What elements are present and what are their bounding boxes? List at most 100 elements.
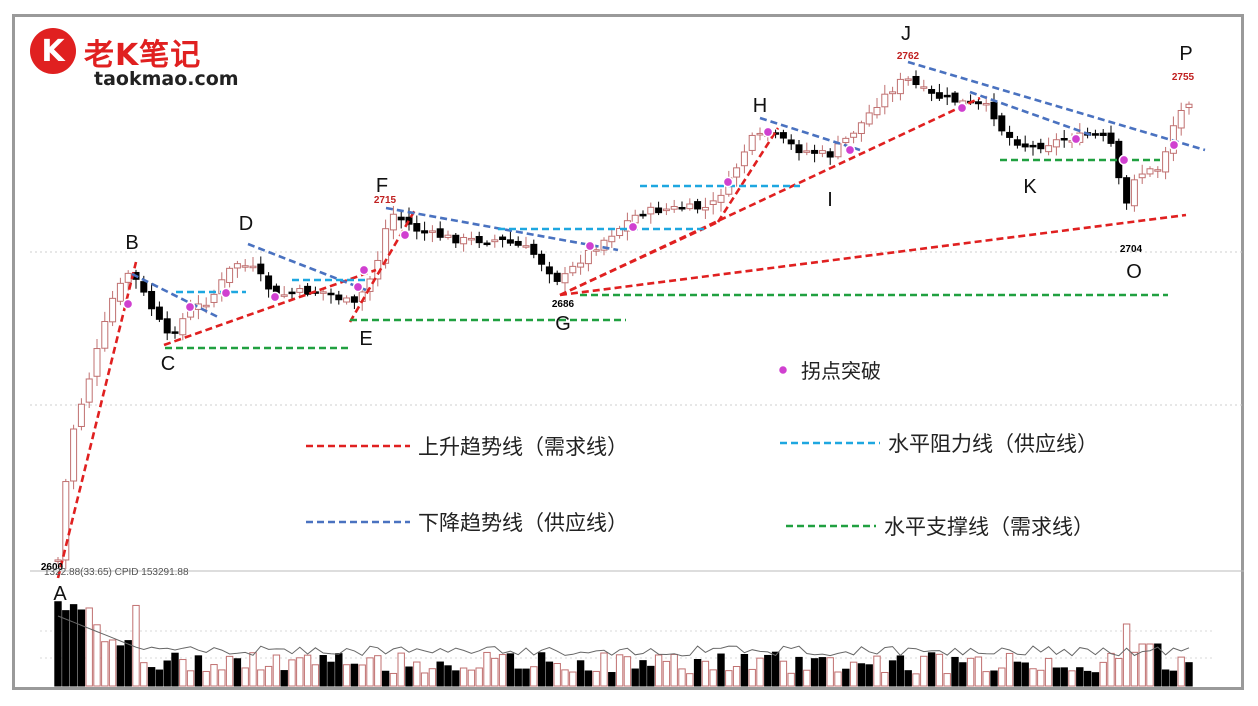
candle (951, 90, 959, 106)
volume-bar (147, 667, 156, 687)
candle (1138, 164, 1146, 184)
volume-bar (1044, 657, 1053, 687)
candle (873, 98, 881, 119)
volume-bar (998, 667, 1006, 687)
point-label-a: A (53, 583, 67, 605)
volume-bar (639, 660, 647, 687)
volume-bar (756, 657, 764, 687)
brand-name: 老K笔记 (84, 38, 202, 73)
candle (1045, 137, 1053, 156)
chart-frame (12, 14, 1244, 690)
volume-bar (194, 655, 203, 687)
candle (928, 85, 936, 102)
candle (179, 313, 187, 341)
volume-bar (670, 653, 678, 687)
point-label-d: D (239, 213, 253, 235)
volume-bar (155, 669, 164, 687)
volume-bar (1185, 662, 1193, 687)
candle (896, 72, 904, 101)
volume-bar (140, 662, 148, 687)
candle (265, 272, 273, 298)
trendline-up (56, 261, 138, 579)
candle (748, 132, 756, 156)
volume-bar (1161, 669, 1170, 687)
volume-bar (764, 654, 772, 687)
volume-bar (1076, 667, 1084, 687)
volume-bar (990, 670, 998, 687)
candle (974, 99, 982, 110)
volume-bar (974, 656, 983, 687)
volume-bar (179, 659, 187, 687)
candle (803, 142, 811, 156)
candle (530, 239, 538, 259)
volume-bar (553, 663, 561, 687)
candle (327, 288, 335, 304)
volume-bar (904, 670, 912, 687)
pivot-dot (358, 264, 370, 276)
volume-bar (537, 652, 546, 687)
trendline-up (348, 209, 417, 323)
candle (413, 215, 421, 240)
legend-pivot-label: 拐点突破 (801, 360, 881, 383)
volume-bar (210, 664, 218, 687)
volume-bar (77, 609, 86, 687)
candle (1037, 138, 1045, 154)
candle (93, 339, 101, 387)
volume-bar (101, 641, 109, 687)
candle (452, 233, 460, 248)
candle (304, 283, 312, 297)
candle (116, 277, 124, 306)
volume-bar (1021, 662, 1029, 687)
candle (257, 256, 265, 282)
volume-bar (506, 653, 515, 687)
candle (241, 259, 249, 272)
volume-bar (54, 601, 62, 687)
volume-bar (725, 670, 733, 687)
candle (709, 192, 717, 215)
price-label-f: 2715 (374, 195, 397, 206)
candle (163, 311, 171, 341)
volume-bar (85, 607, 93, 687)
pivot-dot (220, 287, 232, 299)
volume-bar (366, 657, 374, 687)
volume-bar (693, 659, 702, 687)
volume-bar (69, 604, 78, 687)
candle (77, 398, 85, 431)
candle (460, 233, 468, 252)
pivot-dot (762, 126, 774, 138)
volume-bar (1005, 652, 1014, 687)
candle (904, 76, 912, 86)
volume-ma-line (57, 615, 1190, 657)
pivot-dot (627, 221, 639, 233)
candle (857, 120, 865, 142)
candle (943, 87, 951, 106)
volume-bar (943, 673, 951, 687)
volume-bar (288, 659, 296, 687)
candle (818, 145, 826, 158)
volume-bar (467, 669, 476, 687)
pivot-dot (269, 291, 281, 303)
volume-bar (257, 669, 265, 687)
volume-bar (514, 668, 522, 687)
pivot-dot (352, 281, 364, 293)
volume-bar (600, 652, 608, 687)
price-label-j: 2762 (897, 51, 920, 62)
volume-bar (1013, 661, 1022, 687)
volume-bar (1138, 643, 1146, 687)
volume-bar (296, 657, 304, 687)
volume-bar (912, 673, 920, 687)
candle (717, 188, 725, 212)
pivot-dot (844, 144, 856, 156)
candle (733, 163, 741, 187)
candle (795, 139, 803, 161)
volume-bar (849, 661, 858, 687)
volume-bar (397, 652, 405, 687)
legend-resistance-label: 水平阻力线（供应线） (888, 433, 1098, 456)
volume-bar (420, 672, 429, 687)
pivot-dot (1168, 139, 1180, 151)
candle (1146, 166, 1154, 177)
candle (826, 148, 834, 165)
volume-bar (951, 656, 959, 687)
